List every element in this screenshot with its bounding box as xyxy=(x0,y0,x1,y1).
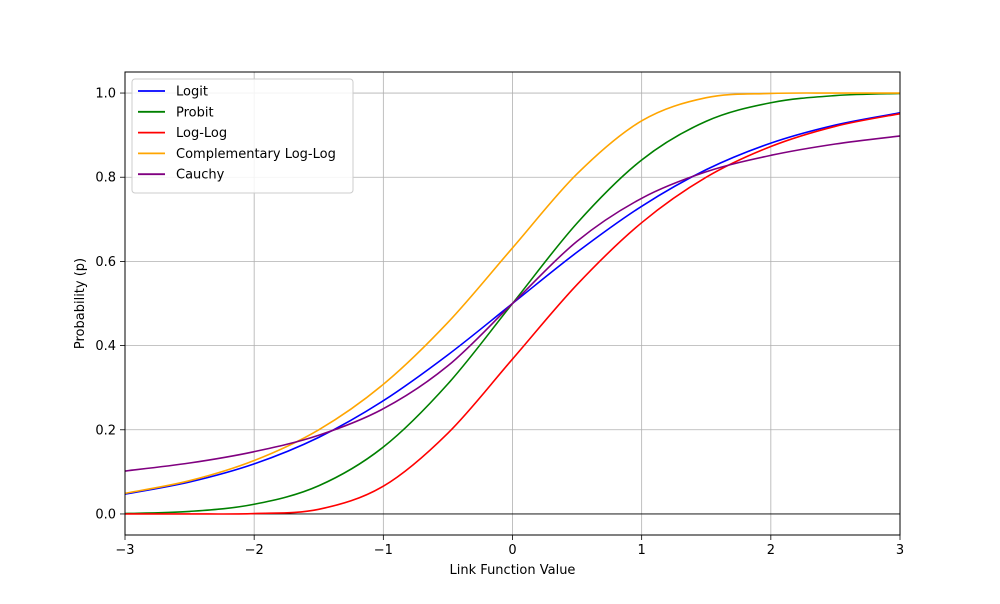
legend-label: Complementary Log-Log xyxy=(176,147,336,162)
legend-label: Logit xyxy=(176,85,208,100)
y-tick-label: 0.4 xyxy=(95,339,116,354)
x-tick-label: −3 xyxy=(115,543,134,558)
x-tick-label: 2 xyxy=(767,543,775,558)
legend: Logit Probit Log-Log Complementary Log-Log C… xyxy=(131,78,354,194)
series-line-cauchy xyxy=(124,135,901,472)
x-tick-label: 1 xyxy=(638,543,646,558)
x-tick-label: −2 xyxy=(245,543,264,558)
y-tick-label: 0.6 xyxy=(95,255,116,270)
legend-box xyxy=(131,78,354,194)
x-tick-label: −1 xyxy=(374,543,393,558)
x-tick-label: 0 xyxy=(508,543,516,558)
x-tick-label: 3 xyxy=(896,543,904,558)
x-axis-ticks: −3 −2 −1 0 1 2 3 xyxy=(115,535,904,558)
y-tick-label: 0.0 xyxy=(95,507,116,522)
legend-label: Cauchy xyxy=(176,168,225,183)
x-axis-label: Link Function Value xyxy=(450,563,576,578)
y-tick-label: 0.8 xyxy=(95,171,116,186)
legend-label: Log-Log xyxy=(176,126,227,141)
y-axis-label: Probability (p) xyxy=(73,258,88,349)
series-line-complementary-log-log xyxy=(124,92,901,495)
y-tick-label: 0.2 xyxy=(95,423,116,438)
y-tick-label: 1.0 xyxy=(95,87,116,102)
y-axis-ticks: 0.0 0.2 0.4 0.6 0.8 1.0 xyxy=(95,87,125,522)
legend-label: Probit xyxy=(176,105,214,120)
series-line-log-log xyxy=(124,112,901,515)
series-lines xyxy=(124,92,901,515)
